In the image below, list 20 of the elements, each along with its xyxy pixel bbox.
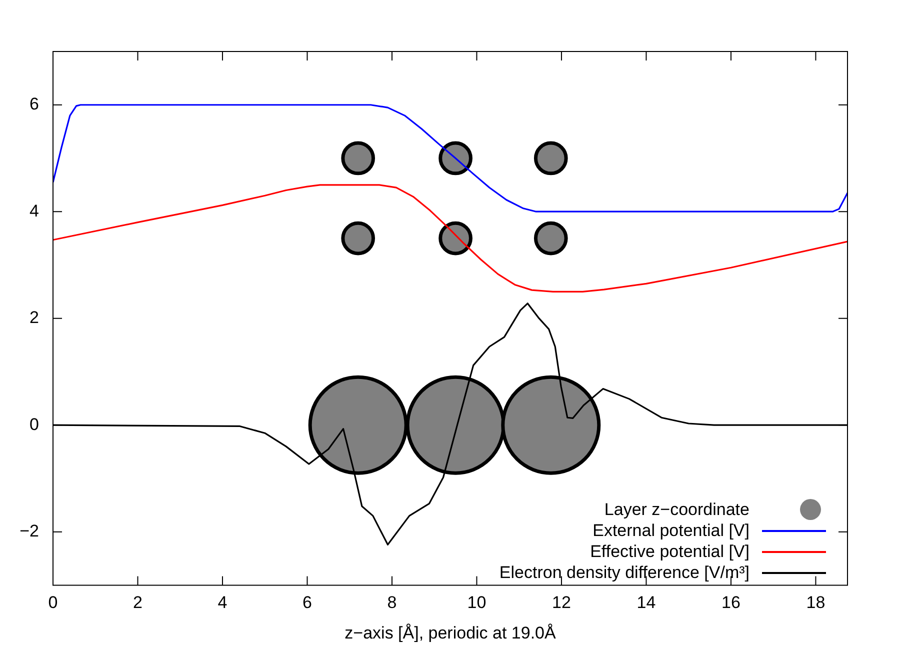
y-tick-label: −2 — [20, 522, 39, 541]
legend-label: External potential [V] — [592, 520, 750, 541]
legend-label: Effective potential [V] — [590, 542, 750, 562]
x-tick-label: 8 — [387, 593, 397, 612]
x-tick-label: 14 — [636, 593, 656, 612]
x-tick-label: 16 — [722, 593, 740, 612]
legend-label: Electron density difference [V/m³] — [499, 562, 750, 583]
x-tick-label: 10 — [467, 593, 486, 612]
x-tick-label: 2 — [133, 593, 142, 612]
text: Layer z−coordinate — [604, 500, 750, 520]
x-tick-label: 18 — [806, 593, 826, 612]
x-tick-label: 6 — [302, 593, 312, 612]
x-tick-label: 12 — [552, 593, 571, 612]
y-tick-label: 0 — [30, 414, 39, 434]
y-tick-label: 4 — [30, 201, 39, 220]
y-tick-label: 2 — [30, 308, 39, 328]
x-axis-title: z−axis [Å], periodic at 19.0Å — [344, 623, 557, 642]
y-tick-label: 6 — [30, 94, 39, 114]
x-tick-label: 4 — [218, 593, 228, 612]
x-tick-label: 0 — [48, 593, 58, 612]
